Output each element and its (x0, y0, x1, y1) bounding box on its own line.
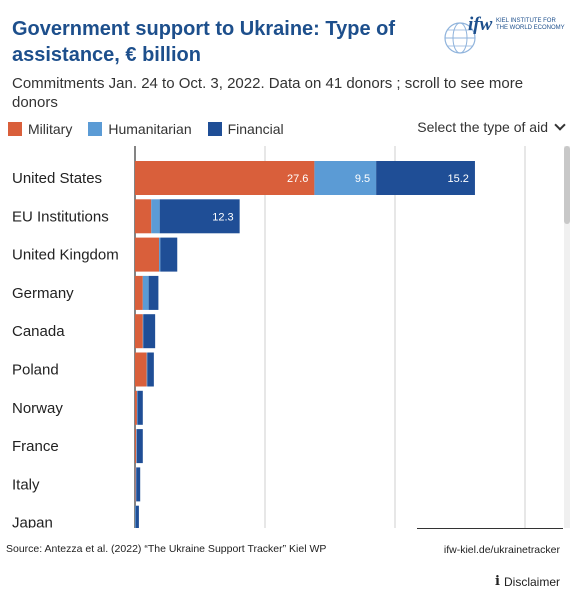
bar-humanitarian (151, 199, 160, 234)
category-label: Canada (12, 323, 65, 340)
category-label: EU Institutions (12, 208, 109, 225)
bar-military (135, 314, 143, 349)
legend-swatch-military (8, 122, 22, 136)
category-label: Italy (12, 476, 40, 493)
bar-military (135, 237, 160, 272)
bar-financial (136, 467, 141, 502)
disclaimer-label: Disclaimer (503, 574, 560, 589)
legend-swatch-financial (207, 122, 222, 136)
legend-swatch-humanitarian (88, 122, 103, 136)
legend-item-humanitarian[interactable]: Humanitarian (88, 121, 192, 137)
chart-subtitle: Commitments Jan. 24 to Oct. 3, 2022. Dat… (12, 75, 524, 111)
source-note: Source: Antezza et al. (2022) “The Ukrai… (6, 543, 327, 555)
bar-financial (143, 314, 156, 349)
legend-label-humanitarian: Humanitarian (108, 121, 192, 137)
bar-chart: United States 27.6 9.5 15.2 EU Institutions 1… (12, 146, 526, 528)
ifw-logo: ifw KIEL INSTITUTE FOR THE WORLD ECONOMY (438, 14, 565, 60)
globe-icon (444, 22, 476, 54)
bar-humanitarian (314, 161, 377, 195)
bar-humanitarian (159, 237, 161, 272)
data-label: 27.6 (287, 173, 308, 185)
bar-humanitarian (142, 275, 149, 310)
bar-military (135, 429, 137, 464)
category-label: United Kingdom (12, 247, 119, 264)
source-link[interactable]: ifw-kiel.de/ukrainetracker (443, 544, 560, 556)
bar-financial (376, 161, 475, 195)
bar-military (135, 161, 315, 195)
bar-financial (160, 237, 178, 272)
legend: Military Humanitarian Financial (8, 120, 300, 138)
disclaimer-button[interactable]: i Disclaimer (495, 574, 560, 589)
data-label: 12.3 (212, 211, 233, 223)
data-label: 9.5 (355, 173, 370, 185)
bar-financial (135, 505, 139, 528)
legend-item-financial[interactable]: Financial (207, 121, 284, 137)
data-label: 15.2 (448, 173, 469, 185)
scrollbar-thumb[interactable] (564, 146, 570, 224)
legend-label-military: Military (28, 121, 73, 137)
bar-financial (148, 275, 159, 310)
legend-label-financial: Financial (227, 121, 284, 137)
bar-humanitarian (142, 314, 144, 349)
bar-humanitarian (135, 467, 137, 502)
bar-humanitarian (136, 390, 138, 425)
footer-divider (417, 528, 563, 529)
bar-military (135, 352, 147, 387)
bar-military (135, 390, 137, 425)
category-label: Japan (12, 515, 53, 528)
aid-type-dropdown[interactable]: Select the type of aid (417, 119, 566, 135)
category-label: Germany (12, 285, 74, 302)
logo-subtext: KIEL INSTITUTE FOR THE WORLD ECONOMY (496, 18, 565, 31)
bar-financial (137, 390, 143, 425)
dropdown-label: Select the type of aid (417, 119, 548, 135)
category-label: Norway (12, 400, 63, 417)
bar-military (135, 275, 143, 310)
logo-text: ifw (468, 14, 493, 35)
category-label: United States (12, 170, 102, 187)
bar-financial (159, 199, 240, 234)
info-icon: i (495, 574, 500, 589)
legend-item-military[interactable]: Military (8, 121, 72, 137)
bar-financial (147, 352, 154, 387)
chart-scrollbar[interactable] (564, 146, 570, 528)
bar-financial (136, 429, 143, 464)
bar-humanitarian (135, 505, 136, 528)
category-label: Poland (12, 362, 59, 379)
bar-humanitarian (146, 352, 148, 387)
chevron-down-icon (554, 119, 566, 131)
chart-title: Government support to Ukraine: Type of a… (12, 18, 395, 66)
bar-military (135, 467, 136, 502)
bar-military (135, 199, 152, 234)
bar-humanitarian (136, 429, 137, 464)
category-label: France (12, 438, 59, 455)
